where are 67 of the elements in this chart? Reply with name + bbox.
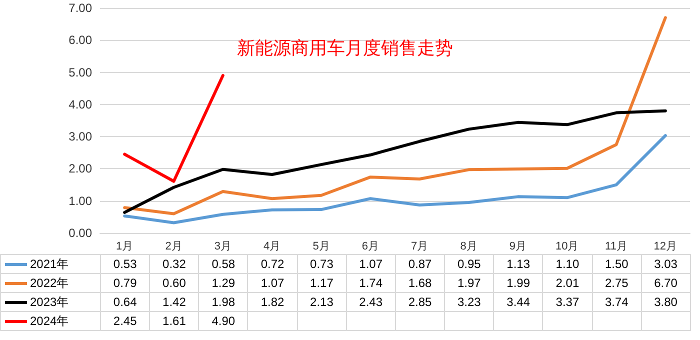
data-label: 1.17 <box>297 274 346 292</box>
line-series <box>123 109 667 214</box>
line-series <box>123 134 667 224</box>
data-label: 1.50 <box>592 254 642 274</box>
data-label: 2.75 <box>592 274 642 292</box>
data-label: 0.72 <box>248 254 298 274</box>
data-label: 2.43 <box>346 292 396 312</box>
data-label: 1.68 <box>395 274 445 292</box>
x-tick-label: 3月 <box>214 240 232 252</box>
data-label: 0.95 <box>444 254 494 274</box>
data-label: 1.07 <box>248 274 298 292</box>
data-label: 3.37 <box>542 292 592 312</box>
data-label: 0.73 <box>297 254 346 274</box>
data-label: 3.03 <box>641 254 690 274</box>
data-label: 1.42 <box>150 292 199 312</box>
y-tick-label: 2.00 <box>68 162 92 176</box>
data-label: 0.60 <box>150 274 199 292</box>
data-label: 3.23 <box>444 292 494 312</box>
data-label: 0.53 <box>100 254 150 274</box>
data-label: 3.80 <box>641 292 690 312</box>
x-tick-label: 7月 <box>411 240 428 252</box>
data-label: 1.82 <box>248 292 298 312</box>
x-tick-label: 11月 <box>605 240 628 252</box>
data-label: 1.97 <box>444 274 494 292</box>
data-label: 1.13 <box>494 254 543 274</box>
legend-label: 2024年 <box>0 312 100 330</box>
legend-label: 2021年 <box>0 254 100 274</box>
y-tick-label: 5.00 <box>68 65 92 80</box>
y-tick-label: 0.00 <box>68 226 92 240</box>
text: 新能源商用车月度销售走势 <box>237 38 453 58</box>
data-label: 1.61 <box>150 312 199 330</box>
y-tick-label: 1.00 <box>68 194 92 208</box>
data-label: 1.99 <box>494 274 543 292</box>
x-tick-label: 2月 <box>165 240 182 252</box>
data-label: 2.85 <box>395 292 445 312</box>
legend-label: 2023年 <box>0 292 100 312</box>
line-series <box>123 16 667 216</box>
x-tick-label: 4月 <box>264 240 281 252</box>
data-label: 0.79 <box>100 274 150 292</box>
data-label: 0.32 <box>150 254 199 274</box>
data-label: 1.10 <box>542 254 592 274</box>
y-tick-label: 4.00 <box>68 97 92 112</box>
data-label: 2.13 <box>297 292 346 312</box>
x-tick-label: 1月 <box>116 240 134 252</box>
data-label: 0.58 <box>198 254 248 274</box>
data-label: 2.45 <box>100 312 150 330</box>
y-tick-label: 6.00 <box>68 33 92 48</box>
data-label: 4.90 <box>198 312 248 330</box>
data-label: 3.74 <box>592 292 642 312</box>
data-label: 6.70 <box>641 274 690 292</box>
data-label: 1.07 <box>346 254 396 274</box>
y-tick-label: 3.00 <box>68 130 92 144</box>
data-label: 0.87 <box>395 254 445 274</box>
data-label: 3.44 <box>494 292 543 312</box>
x-tick-label: 6月 <box>362 240 379 252</box>
data-label: 2.01 <box>542 274 592 292</box>
x-tick-label: 12月 <box>654 240 678 252</box>
data-label: 1.98 <box>198 292 248 312</box>
data-label: 1.74 <box>346 274 396 292</box>
x-tick-label: 5月 <box>312 240 330 252</box>
y-tick-label: 7.00 <box>68 1 92 15</box>
data-label: 1.29 <box>198 274 248 292</box>
x-tick-label: 9月 <box>509 240 526 252</box>
data-label: 0.64 <box>100 292 150 312</box>
legend-label: 2022年 <box>0 274 100 292</box>
x-tick-label: 10月 <box>555 240 579 252</box>
x-tick-label: 8月 <box>460 240 478 252</box>
